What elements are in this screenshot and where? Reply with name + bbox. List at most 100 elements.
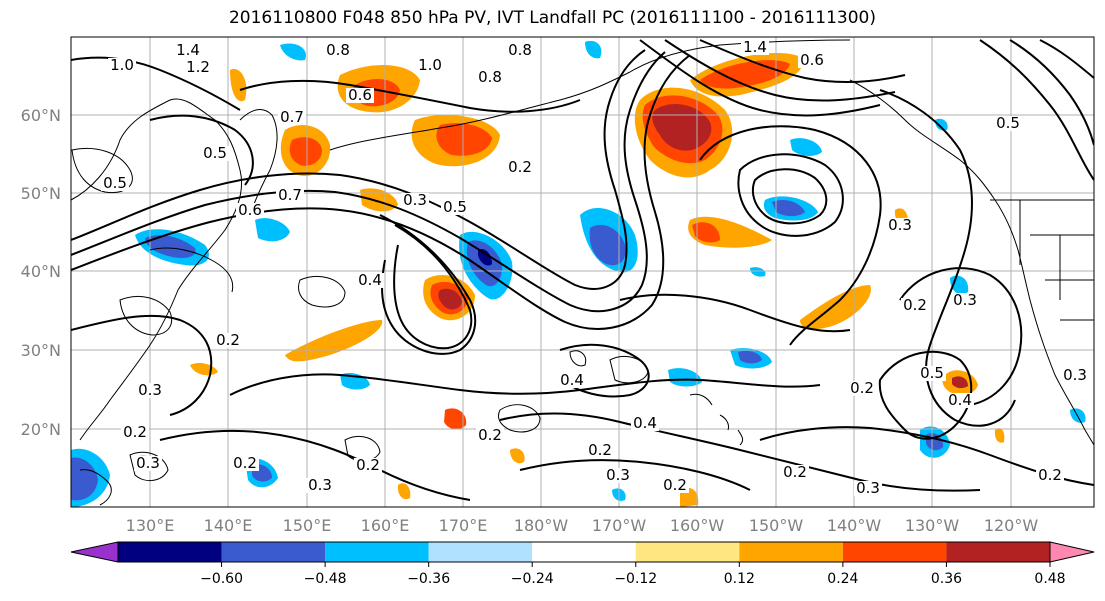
contour-label: 0.4 bbox=[948, 391, 972, 409]
contour-label-bg bbox=[476, 70, 504, 85]
colorbar-tick-label: 0.48 bbox=[1034, 571, 1065, 587]
colorbar-bin bbox=[118, 542, 222, 562]
latitude-labels: 60°N 50°N 40°N 30°N 20°N bbox=[21, 106, 61, 439]
pos-patch-small-5 bbox=[397, 483, 411, 500]
colorbar-extend-low bbox=[70, 541, 119, 563]
contour-label-bg bbox=[214, 333, 242, 348]
lon-label: 160°E bbox=[361, 516, 410, 535]
longitude-labels: 130°E 140°E 150°E 160°E 170°E 180°W 170°W 160°W… bbox=[126, 516, 1039, 535]
contour-label-bg bbox=[324, 43, 352, 58]
colorbar-tick-label: 0.36 bbox=[931, 571, 962, 587]
contour-label: 0.4 bbox=[358, 271, 382, 289]
contour-label-bg bbox=[604, 468, 632, 483]
contour-label: 0.2 bbox=[783, 463, 807, 481]
contour-label: 1.0 bbox=[110, 56, 134, 74]
thin-contour-6 bbox=[569, 350, 587, 367]
contour-label-bg bbox=[918, 366, 946, 381]
contour-label-bg bbox=[558, 373, 586, 388]
neg-patch-low-center-core bbox=[772, 200, 805, 217]
contour-label-bg bbox=[631, 416, 659, 431]
contour-label: 0.2 bbox=[233, 454, 257, 472]
colorbar-tick-label: −0.24 bbox=[511, 571, 554, 587]
contour-label-bg bbox=[476, 428, 504, 443]
contour-label-bg bbox=[506, 160, 534, 175]
contour-label: 0.2 bbox=[663, 476, 687, 494]
contour-label: 1.0 bbox=[418, 56, 442, 74]
contour-12 bbox=[71, 314, 213, 416]
contour-label-bg bbox=[854, 481, 882, 496]
contour-label-bg bbox=[441, 200, 469, 215]
contour-label: 0.2 bbox=[356, 456, 380, 474]
contour-18 bbox=[239, 79, 581, 113]
contour-label: 0.2 bbox=[588, 441, 612, 459]
contour-label: 0.8 bbox=[508, 41, 532, 59]
contour-2 bbox=[71, 51, 666, 313]
coast-hawaii bbox=[689, 393, 744, 446]
contour-label-bg bbox=[356, 273, 384, 288]
colorbar-tick-label: −0.36 bbox=[407, 571, 450, 587]
contour-5 bbox=[393, 224, 473, 350]
contour-label: 0.2 bbox=[478, 426, 502, 444]
contour-label: 0.2 bbox=[850, 379, 874, 397]
contour-label-bg bbox=[354, 458, 382, 473]
contour-14 bbox=[159, 429, 471, 501]
coast-us-states bbox=[1019, 200, 1094, 321]
contour-label: 0.3 bbox=[953, 291, 977, 309]
contour-label-bg bbox=[174, 43, 202, 58]
thin-contour-2 bbox=[497, 404, 541, 433]
coast-kamchatka bbox=[239, 109, 278, 216]
contour-label: 0.3 bbox=[888, 216, 912, 234]
contour-label-bg bbox=[101, 176, 129, 191]
contour-4 bbox=[379, 214, 477, 355]
lon-label: 140°E bbox=[204, 516, 253, 535]
colorbar-tick-label: −0.60 bbox=[200, 571, 243, 587]
lat-label: 20°N bbox=[21, 420, 61, 439]
neg-patch-subtrop-1-core bbox=[738, 350, 762, 364]
contour-label: 0.7 bbox=[278, 186, 302, 204]
thin-contour-1 bbox=[119, 296, 173, 336]
contour-label: 1.2 bbox=[186, 58, 210, 76]
neg-patch-sw-corner-core bbox=[71, 457, 98, 501]
contour-label-bg bbox=[506, 43, 534, 58]
contour-label: 0.5 bbox=[203, 144, 227, 162]
contour-6 bbox=[737, 153, 844, 237]
contour-label-bg bbox=[848, 381, 876, 396]
contour-label-bg bbox=[346, 88, 374, 103]
contour-19 bbox=[71, 56, 241, 111]
lon-label: 130°E bbox=[126, 516, 175, 535]
neg-patch-north bbox=[585, 40, 602, 59]
lon-label: 180°W bbox=[514, 516, 569, 535]
contour-label: 1.4 bbox=[176, 41, 200, 59]
neg-patch-west-2 bbox=[255, 218, 290, 242]
contour-label: 0.5 bbox=[443, 198, 467, 216]
contour-label-bg bbox=[276, 188, 304, 203]
colorbar-bin bbox=[532, 542, 636, 562]
pos-patch-dateline-inner bbox=[438, 288, 462, 310]
contour-label-bg bbox=[741, 40, 769, 55]
lon-label: 130°W bbox=[905, 516, 960, 535]
contour-1 bbox=[71, 49, 646, 290]
colorbar-bin bbox=[635, 542, 740, 562]
lon-label: 150°E bbox=[283, 516, 332, 535]
contour-label: 0.8 bbox=[478, 68, 502, 86]
pos-patch-subtropical-band bbox=[285, 320, 383, 362]
graticule bbox=[71, 37, 1094, 507]
thin-contour-3 bbox=[609, 356, 649, 384]
contour-16 bbox=[619, 293, 851, 333]
neg-patch-small-c bbox=[935, 118, 948, 131]
contour-label: 0.4 bbox=[633, 414, 657, 432]
lat-label: 50°N bbox=[21, 184, 61, 203]
contour-11 bbox=[878, 350, 973, 440]
contour-20 bbox=[149, 114, 254, 186]
contour-label-bg bbox=[586, 443, 614, 458]
contour-label: 0.5 bbox=[920, 364, 944, 382]
coast-alaska-pan bbox=[849, 79, 996, 201]
contour-27 bbox=[519, 459, 751, 491]
contour-15 bbox=[499, 412, 981, 492]
map-title: 2016110800 F048 850 hPa PV, IVT Landfall… bbox=[228, 8, 876, 28]
contour-label-bg bbox=[901, 298, 929, 313]
colorbar-extend-high bbox=[1049, 541, 1095, 563]
pos-patch-okhotsk bbox=[230, 69, 247, 102]
lat-label: 40°N bbox=[21, 262, 61, 281]
contour-label-bg bbox=[781, 465, 809, 480]
